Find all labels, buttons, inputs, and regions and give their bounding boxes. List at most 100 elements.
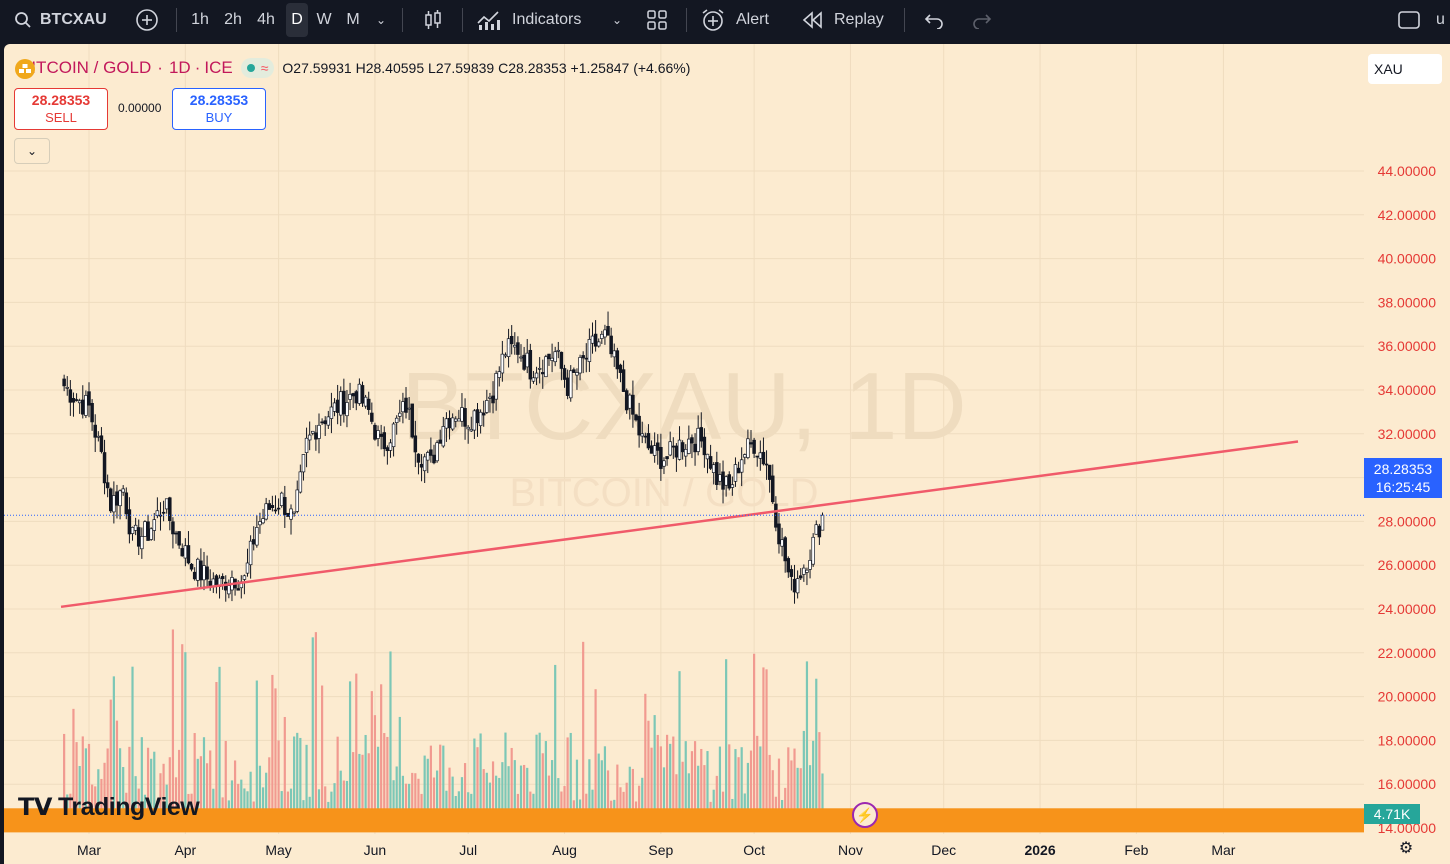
candle-body [820, 514, 825, 531]
y-tick-label: 18.00000 [1378, 732, 1437, 748]
volume-bar [476, 747, 479, 832]
volume-bar [299, 737, 302, 832]
settings-button[interactable]: ⚙ [1396, 838, 1416, 858]
candle-body [180, 548, 184, 557]
candle-body [578, 357, 582, 374]
interval-m[interactable]: M [346, 11, 360, 28]
volume-bar [706, 751, 709, 832]
replay-button[interactable]: Replay [802, 6, 892, 34]
candle-body [537, 367, 542, 370]
candle-body [133, 524, 138, 531]
volume-bar [541, 753, 544, 832]
volume-bar [628, 766, 631, 832]
ohlc-values: O27.59931 H28.40595 L27.59839 C28.28353 … [282, 60, 690, 76]
volume-bar [131, 666, 134, 832]
volume-bar [140, 737, 143, 832]
volume-bar [265, 772, 268, 832]
candle-body [662, 460, 666, 467]
volume-bar [669, 743, 672, 832]
volume-bar [715, 775, 718, 832]
candle-body [693, 443, 697, 453]
price-chart[interactable]: Mar Apr May Jun Jul Aug Sep Oct Nov Dec 2026 Feb Mar… [4, 44, 1450, 864]
candle-body [140, 536, 144, 550]
lightning-button[interactable]: ⚡ [852, 802, 878, 828]
interval-1h[interactable]: 1h [191, 11, 209, 28]
low-key: L [428, 60, 436, 76]
candle-body [488, 396, 492, 399]
undo-button[interactable] [920, 6, 948, 34]
last-price: 28.28353 [1373, 461, 1433, 477]
indicators-label: Indicators [512, 11, 582, 28]
interval-2h[interactable]: 2h [224, 11, 242, 28]
watermark-symbol: BTCXAU, 1D [401, 353, 966, 460]
candle-body [491, 395, 495, 404]
candle-body [668, 441, 672, 456]
candle-body [177, 531, 181, 546]
indicators-button[interactable]: Indicators [476, 6, 596, 34]
volume-bar [818, 732, 821, 832]
legend-collapse-button[interactable]: ⌄ [14, 138, 50, 164]
interval-4h[interactable]: 4h [257, 11, 275, 28]
volume-bar [91, 784, 94, 832]
candle-body [705, 453, 710, 460]
candle-body [84, 395, 88, 416]
volume-bar [802, 730, 805, 832]
redo-icon [973, 14, 992, 29]
volume-bar [128, 746, 131, 832]
indicators-dropdown[interactable]: ⌄ [606, 6, 628, 34]
fullscreen-button[interactable] [1394, 6, 1424, 34]
y-tick-label: 14.00000 [1378, 820, 1437, 836]
candle-body [674, 445, 679, 458]
candle-body [174, 532, 178, 535]
y-tick-label: 34.00000 [1378, 382, 1437, 398]
interval-d[interactable]: D [286, 3, 308, 37]
candle-body [485, 400, 489, 413]
candle-body [671, 445, 676, 448]
high-value: 28.40595 [365, 60, 425, 76]
volume-bar [749, 750, 753, 832]
layout-button[interactable] [642, 6, 672, 34]
candle-body [600, 333, 604, 339]
alert-button[interactable]: Alert [700, 6, 782, 34]
candle-body [407, 407, 411, 410]
volume-bar [498, 777, 501, 832]
candle-body [345, 402, 349, 417]
volume-bar [656, 734, 659, 832]
candle-body [764, 463, 769, 466]
candle-body [690, 437, 694, 444]
candle-body [102, 452, 107, 484]
candle-body [186, 545, 191, 564]
candle-body [730, 484, 735, 488]
volume-bar [805, 661, 809, 832]
y-tick-label: 32.00000 [1378, 426, 1437, 442]
buy-button[interactable]: 28.28353 BUY [172, 88, 266, 130]
compare-button[interactable] [132, 6, 162, 34]
rewind-icon [802, 11, 822, 29]
y-tick-label: 42.00000 [1378, 207, 1437, 223]
symbol-search-button[interactable]: BTCXAU [10, 6, 110, 34]
volume-bar [392, 780, 395, 832]
volume-bar [687, 773, 690, 832]
candle-body [326, 416, 331, 426]
candle-body [298, 471, 303, 493]
candle-body [435, 442, 439, 462]
candle-body [749, 442, 753, 445]
candle-body [332, 402, 337, 412]
tradingview-logo[interactable]: 𝗧𝗩 TradingView [18, 792, 200, 822]
candle-body [248, 540, 253, 566]
candle-body [780, 539, 784, 547]
volume-bar [367, 753, 370, 832]
candle-body [376, 430, 380, 439]
candles-icon [425, 10, 441, 29]
candle-body [301, 454, 306, 473]
market-status-pill[interactable]: ≈ [240, 58, 275, 78]
candle-body [127, 509, 132, 535]
interval-w[interactable]: W [316, 11, 332, 28]
support-zone [4, 808, 1364, 833]
chart-type-button[interactable] [418, 6, 448, 34]
sell-button[interactable]: 28.28353 SELL [14, 88, 108, 130]
interval-dropdown[interactable]: ⌄ [370, 6, 392, 34]
chart-pane[interactable]: Mar Apr May Jun Jul Aug Sep Oct Nov Dec 2026 Feb Mar… [4, 44, 1450, 864]
currency-box[interactable]: XAU [1368, 54, 1442, 84]
candle-body [687, 438, 691, 454]
